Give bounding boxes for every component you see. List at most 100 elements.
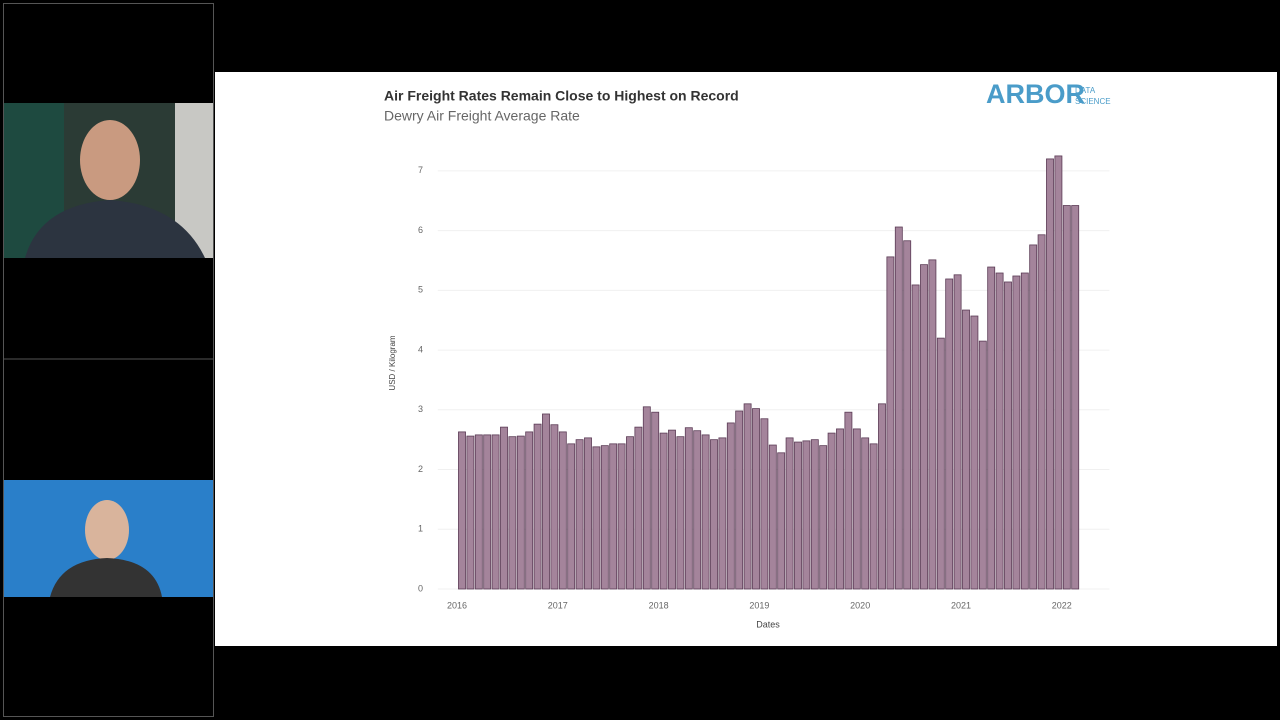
bar [617, 443, 626, 590]
bar [1037, 234, 1046, 590]
bar [1020, 272, 1029, 590]
bar [978, 340, 987, 590]
logo-tagline: SCIENCE [1075, 97, 1111, 106]
bar [701, 434, 710, 590]
bar [760, 418, 769, 590]
bar [525, 431, 534, 590]
bar [785, 437, 794, 590]
participant-face [85, 500, 129, 560]
bar [743, 403, 752, 590]
bar [1012, 275, 1021, 590]
x-tick-label: 2021 [951, 600, 971, 610]
participant-face [80, 120, 140, 200]
bar [533, 423, 542, 590]
bar [970, 315, 979, 590]
bar [626, 436, 634, 590]
y-tick-label: 2 [418, 464, 423, 474]
plot-area: 0 1 2 3 4 5 6 7 2016 2017 2018 2019 2020 2021 2022 [418, 155, 1110, 610]
x-tick-label: 2016 [447, 600, 467, 610]
bar [869, 443, 878, 590]
bar [1029, 244, 1038, 590]
y-tick-label: 6 [418, 225, 423, 235]
y-axis-label: USD / Kilogram [388, 335, 397, 390]
bar [953, 274, 962, 590]
participant-body [25, 200, 205, 258]
bar [668, 429, 676, 590]
x-tick-label: 2017 [548, 600, 568, 610]
participant-body [50, 558, 162, 597]
bar [735, 410, 744, 590]
y-tick-label: 7 [418, 165, 423, 175]
bar [752, 408, 760, 590]
bar [710, 439, 718, 590]
bar [474, 434, 483, 590]
chart-title: Air Freight Rates Remain Close to Highes… [384, 88, 739, 104]
video-tile[interactable] [4, 480, 213, 597]
bar [726, 422, 735, 590]
bar [458, 431, 466, 590]
bar [987, 266, 996, 590]
bar [844, 411, 853, 590]
x-tick-label: 2019 [749, 600, 769, 610]
y-tick-label: 1 [418, 524, 423, 534]
logo-name: ARBOR [986, 79, 1085, 109]
bar [483, 434, 492, 590]
bar [592, 446, 601, 590]
bar [684, 427, 693, 590]
bar [836, 428, 844, 590]
bar [550, 424, 559, 590]
x-tick-label: 2022 [1052, 600, 1072, 610]
bar [945, 278, 954, 590]
bar [777, 452, 786, 590]
bar [861, 437, 870, 590]
bar [819, 445, 828, 590]
bar [810, 439, 819, 590]
bar [886, 256, 895, 590]
bar [794, 441, 802, 590]
bar [936, 337, 945, 590]
y-tick-label: 5 [418, 285, 423, 295]
bar [1004, 281, 1012, 590]
bar [466, 435, 475, 590]
bar [491, 434, 500, 590]
bar [894, 226, 903, 590]
bar [928, 259, 937, 590]
bar [516, 435, 525, 590]
bar [600, 445, 609, 590]
x-axis-label: Dates [756, 619, 780, 629]
bar [852, 428, 861, 590]
y-tick-label: 4 [418, 344, 423, 354]
bar [651, 411, 660, 590]
bar [609, 443, 618, 590]
bar [500, 426, 508, 590]
bar [995, 272, 1004, 590]
y-tick-label: 0 [418, 583, 423, 593]
bar [693, 430, 702, 590]
chart-subtitle: Dewry Air Freight Average Rate [384, 108, 580, 124]
bar [575, 439, 584, 590]
bar [642, 406, 651, 590]
bar [962, 309, 970, 590]
bar [542, 413, 550, 590]
bar [911, 284, 920, 590]
y-tick-label: 3 [418, 404, 423, 414]
bar [1046, 158, 1054, 590]
bar [1071, 205, 1080, 590]
bar [558, 431, 567, 590]
bar [920, 264, 928, 590]
bar [718, 437, 727, 590]
bar [584, 437, 592, 590]
x-tick-label: 2020 [850, 600, 870, 610]
logo-tagline: DATA [1075, 86, 1096, 95]
video-tile[interactable] [4, 103, 213, 258]
bar [827, 432, 836, 590]
bar [1054, 155, 1063, 590]
bar [768, 444, 777, 590]
bar [676, 436, 685, 590]
bar [634, 426, 643, 590]
x-tick-label: 2018 [649, 600, 669, 610]
bar [878, 403, 886, 590]
bar [1062, 205, 1071, 590]
